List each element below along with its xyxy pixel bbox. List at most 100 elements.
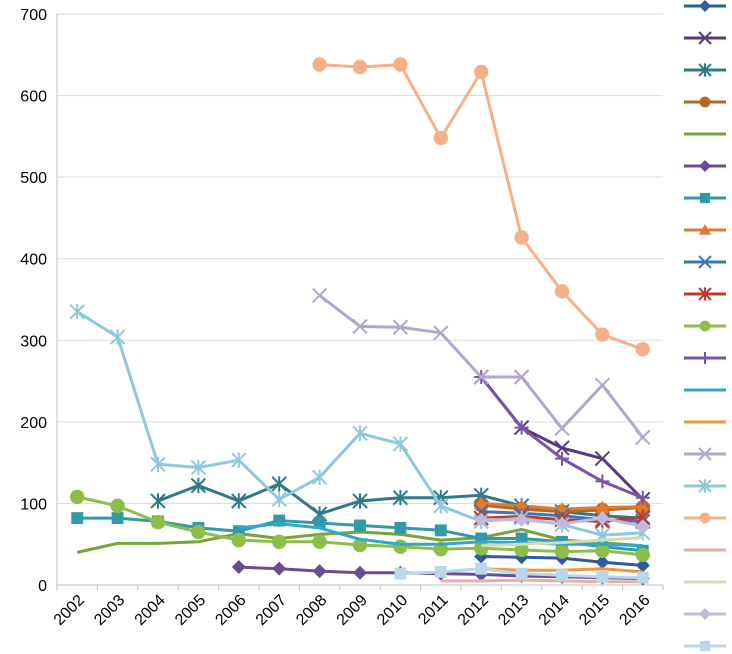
series-17 <box>312 57 650 357</box>
data-point <box>231 560 246 575</box>
series-20 <box>474 511 650 534</box>
data-point <box>554 284 570 299</box>
x-tick-label: 2008 <box>293 592 330 629</box>
legend-swatch-marker <box>699 192 711 204</box>
data-point <box>635 519 650 534</box>
data-point <box>111 512 124 525</box>
series-line <box>480 376 644 501</box>
data-point <box>594 377 611 393</box>
x-tick-label: 2014 <box>536 592 573 629</box>
data-point <box>352 318 368 335</box>
series-line <box>440 578 643 584</box>
data-point <box>71 512 84 525</box>
series-21 <box>394 562 649 584</box>
x-tick-label: 2006 <box>212 592 249 629</box>
data-point <box>110 498 125 514</box>
data-point <box>353 565 367 580</box>
series-line <box>318 294 644 439</box>
legend-entry <box>684 224 726 235</box>
legend-entry <box>684 608 726 620</box>
data-point <box>595 500 610 514</box>
series-19 <box>481 536 643 548</box>
data-point <box>474 64 489 80</box>
legend-entry <box>684 63 726 77</box>
data-point <box>595 474 610 489</box>
data-point <box>595 543 610 558</box>
series-line <box>319 63 644 351</box>
legend-entry <box>684 640 726 652</box>
series-13 <box>238 522 643 548</box>
data-point <box>635 342 650 357</box>
data-point <box>313 517 326 529</box>
legend-swatch-marker <box>699 320 711 332</box>
x-tick-label: 2009 <box>334 592 371 629</box>
y-tick-label: 600 <box>20 89 47 106</box>
data-point <box>311 287 328 304</box>
data-point <box>352 425 368 441</box>
data-point <box>595 327 610 342</box>
data-point <box>473 369 489 385</box>
series-line <box>238 522 643 548</box>
data-point <box>191 524 206 540</box>
y-tick-label: 100 <box>20 496 47 513</box>
x-tick-label: 2016 <box>616 592 653 629</box>
data-point <box>635 490 650 505</box>
legend-swatch-marker <box>698 255 712 269</box>
data-point <box>392 319 409 335</box>
x-tick-label: 2015 <box>576 592 613 629</box>
data-point <box>312 534 327 549</box>
data-point <box>433 130 448 146</box>
legend-swatch-marker <box>699 96 711 108</box>
series-line <box>481 536 643 548</box>
data-point <box>474 496 489 510</box>
data-point <box>392 436 409 452</box>
data-point <box>70 489 85 505</box>
data-point <box>231 452 247 468</box>
data-point <box>271 491 287 508</box>
data-point <box>109 329 126 345</box>
legend-swatch-marker <box>698 287 712 301</box>
data-point <box>231 532 246 548</box>
legend-entry <box>684 479 726 493</box>
data-point <box>69 304 85 320</box>
data-point <box>433 325 449 341</box>
data-point <box>150 456 166 472</box>
data-point <box>475 532 488 545</box>
data-point <box>150 514 166 530</box>
data-point <box>392 490 409 506</box>
x-tick-label: 2013 <box>495 592 532 629</box>
legend-entry <box>684 0 726 12</box>
legend-entry <box>684 287 726 301</box>
y-tick-label: 500 <box>20 170 47 187</box>
data-point <box>434 565 447 578</box>
legend-entry <box>684 160 726 172</box>
series-15 <box>311 287 651 446</box>
data-point <box>554 420 570 437</box>
data-point <box>232 525 245 538</box>
data-point <box>354 519 366 532</box>
data-point <box>475 562 488 575</box>
data-point <box>515 567 528 580</box>
legend-swatch-marker <box>699 160 711 172</box>
data-point <box>312 564 327 579</box>
x-tick-label: 2011 <box>415 592 451 628</box>
series-5 <box>76 528 643 554</box>
data-point <box>190 477 207 494</box>
plot-area-series <box>69 57 651 586</box>
legend-entry <box>684 96 726 108</box>
legend-entry <box>684 512 726 524</box>
legend-swatch-marker <box>699 0 711 12</box>
data-point <box>635 429 651 446</box>
data-point <box>474 512 489 527</box>
data-point <box>635 547 650 563</box>
data-point <box>272 561 287 576</box>
series-11 <box>70 489 650 563</box>
data-point <box>352 59 368 75</box>
data-point <box>513 369 530 385</box>
data-point <box>311 469 328 486</box>
y-axis-tick-labels: 0 100 200 300 400 500 600 700 <box>20 7 47 595</box>
data-point <box>635 499 650 513</box>
data-point <box>352 493 368 509</box>
axes <box>56 14 664 590</box>
series-line <box>480 376 644 500</box>
